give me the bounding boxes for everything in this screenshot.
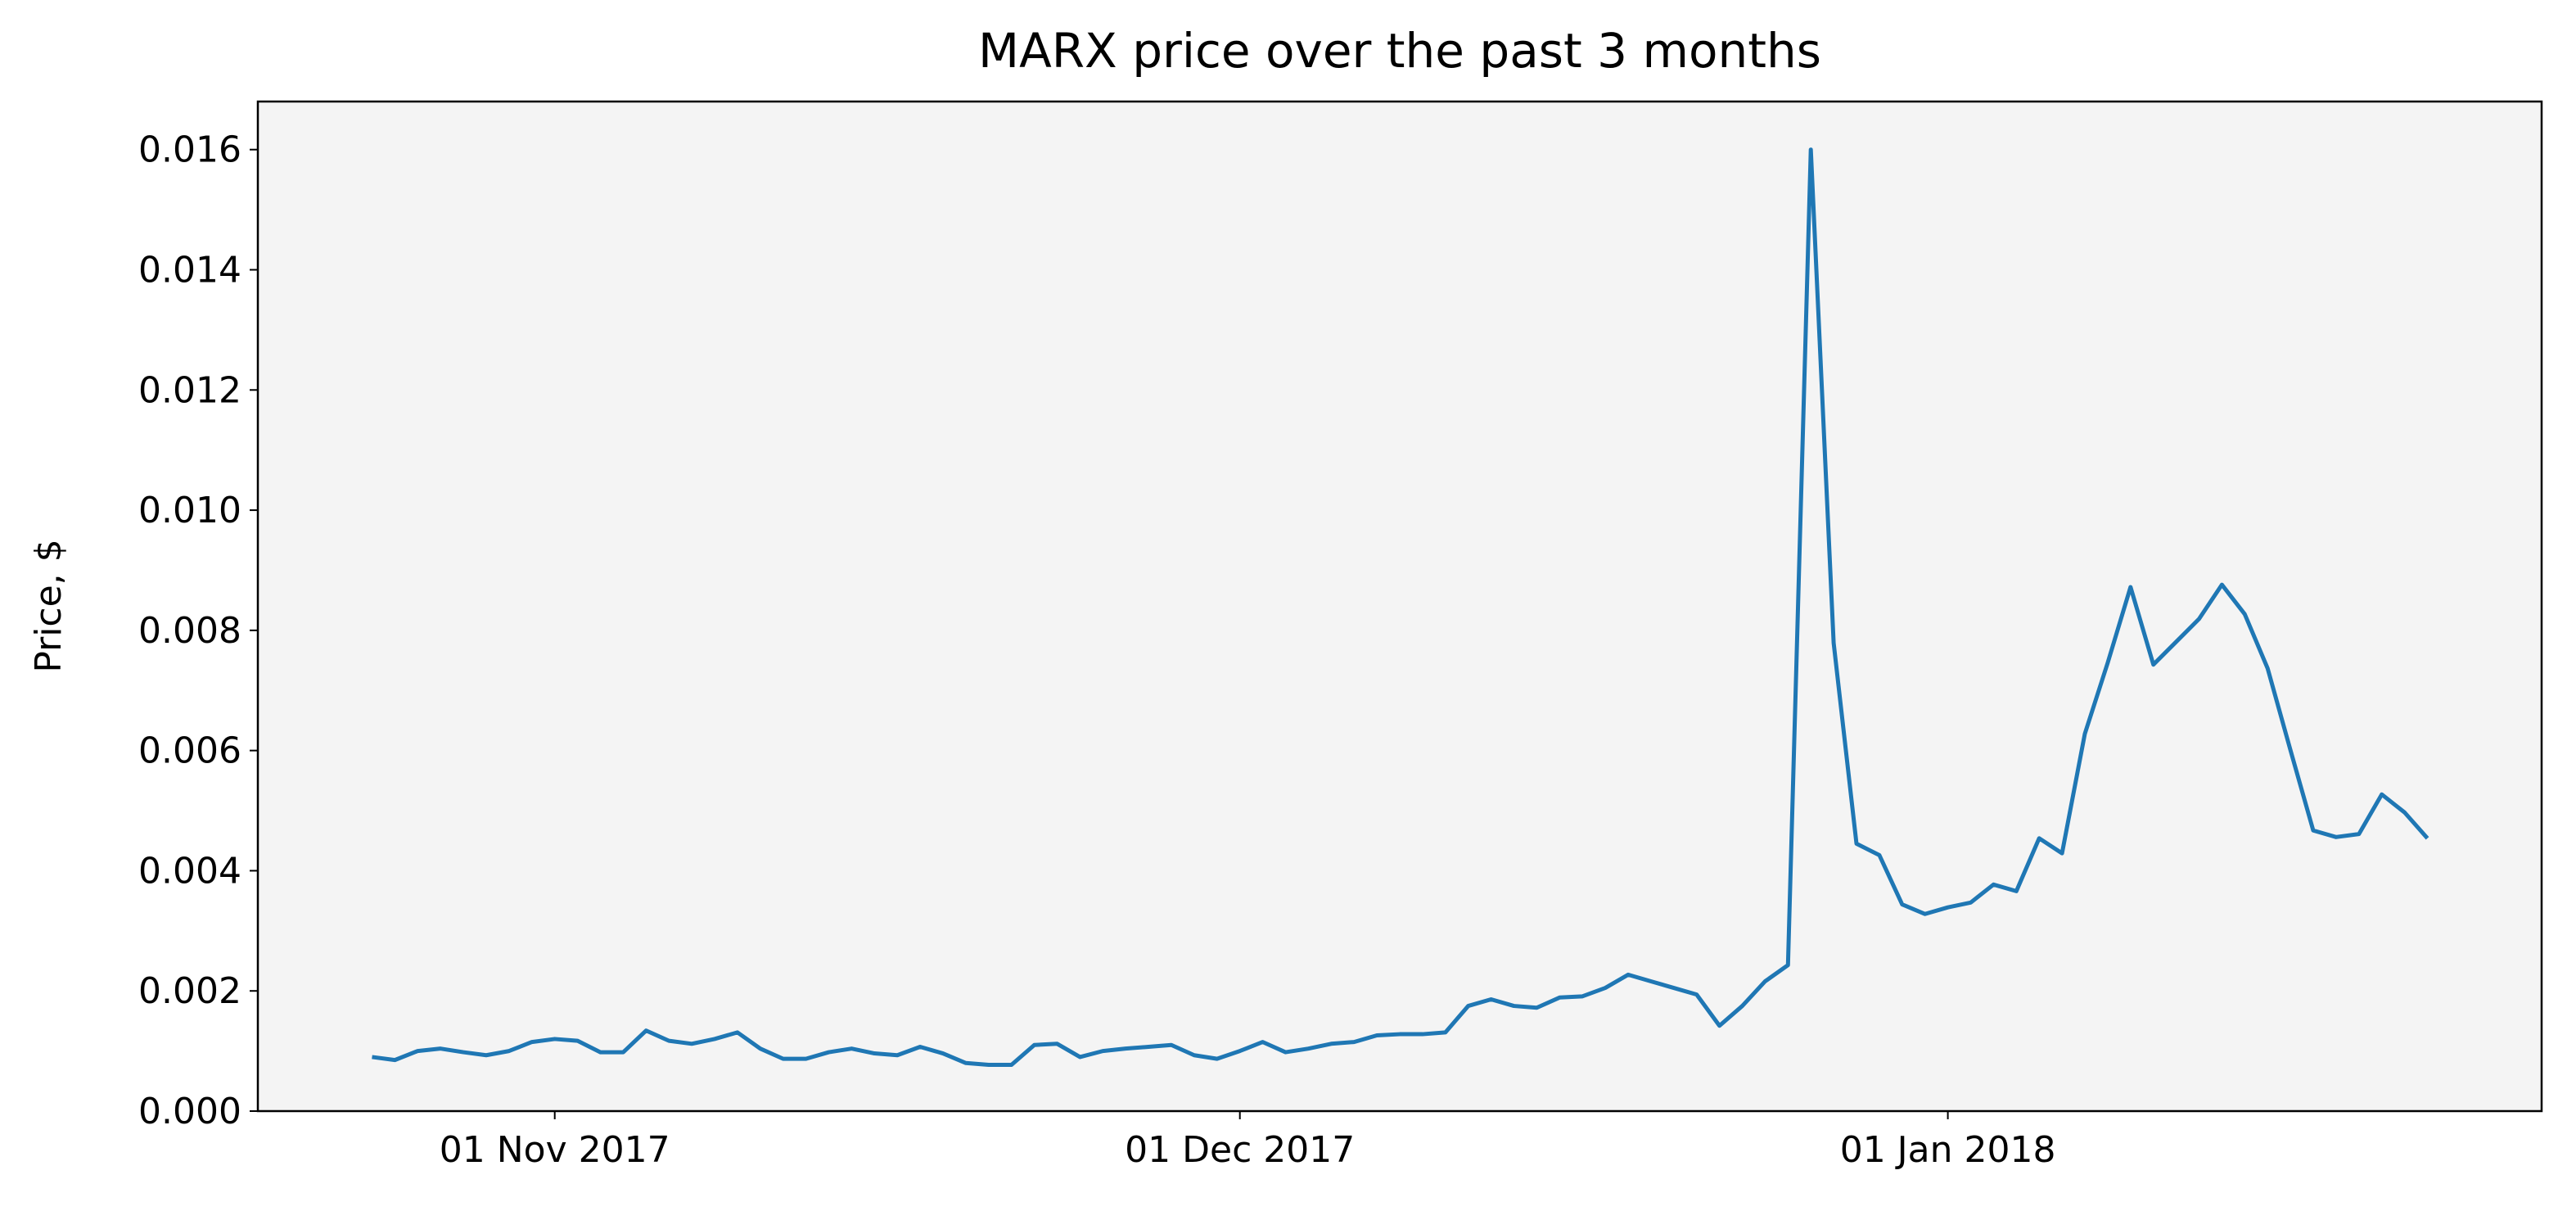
y-tick-label: 0.010 — [138, 490, 241, 531]
y-tick-label: 0.016 — [138, 129, 241, 171]
y-tick-label: 0.000 — [138, 1091, 241, 1132]
x-tick-label: 01 Dec 2017 — [1125, 1129, 1355, 1171]
y-tick-label: 0.012 — [138, 369, 241, 411]
price-line — [372, 147, 2429, 1067]
y-tick-label: 0.002 — [138, 970, 241, 1012]
y-tick-label: 0.006 — [138, 730, 241, 772]
y-tick-label: 0.004 — [138, 850, 241, 892]
x-tick-label: 01 Nov 2017 — [440, 1129, 670, 1171]
plot-frame — [256, 100, 2543, 1113]
plot-background — [258, 102, 2542, 1111]
chart-title: MARX price over the past 3 months — [978, 23, 1821, 79]
y-tick-label: 0.014 — [138, 250, 241, 291]
x-tick-label: 01 Jan 2018 — [1840, 1129, 2056, 1171]
y-tick-label: 0.008 — [138, 610, 241, 652]
y-axis-label: Price, $ — [28, 539, 70, 672]
